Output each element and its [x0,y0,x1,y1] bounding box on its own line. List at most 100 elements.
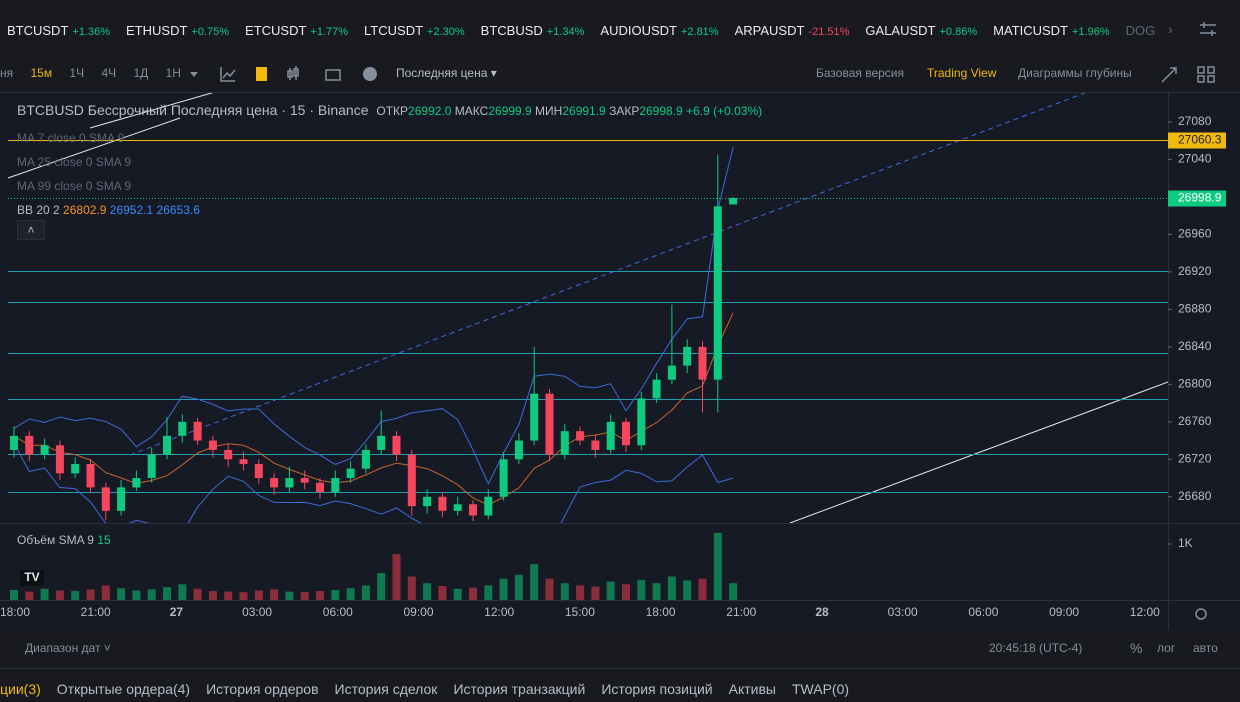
legend-label: ОТКР [376,104,409,118]
tab[interactable]: ции(3) [0,681,41,697]
candle-body [346,468,355,479]
ma-label[interactable]: MA 7 close 0 SMA 9 [17,131,125,145]
volume-bar [683,580,692,600]
volume-bar [132,590,141,600]
ticker-symbol: DOG [1125,23,1156,38]
ticker-item[interactable]: BTCUSDT +1.36% [7,23,110,38]
tab[interactable]: История ордеров [206,681,319,697]
ticker-symbol: AUDIOUSDT [600,23,677,38]
ticker-item[interactable]: MATICUSDT +1.96% [993,23,1110,38]
candle-body [423,496,432,507]
candle-body [178,421,187,436]
ticker-item[interactable]: ETHUSDT +0.75% [126,23,229,38]
tab[interactable]: TWAP(0) [791,681,850,697]
interval[interactable]: 4Ч [101,66,117,80]
ticker-item[interactable]: AUDIOUSDT +2.81% [600,23,718,38]
auto-toggle[interactable]: авто [1193,641,1218,655]
view-option[interactable]: Базовая версия [816,66,904,80]
screenshot-icon[interactable] [325,69,341,81]
price-type-label: Последняя цена [396,66,488,80]
volume-bar [484,585,493,600]
interval[interactable]: 1Ч [69,66,85,80]
log-toggle[interactable]: лог [1157,641,1176,655]
ticker-item[interactable]: GALAUSDT +0.86% [865,23,977,38]
candle-body [316,482,324,493]
volume-bar [208,591,217,600]
ticker-settings[interactable] [1198,20,1218,38]
date-range-label: Диапазон дат [25,641,101,655]
add-icon[interactable] [363,67,377,81]
view-option[interactable]: Диаграммы глубины [1018,66,1132,80]
candle-body [331,478,340,493]
grid-icon[interactable] [1197,66,1215,83]
x-tick-label: 15:00 [565,605,595,619]
candle-body [713,206,722,380]
ma-label[interactable]: MA 25 close 0 SMA 9 [17,155,132,169]
bb-legend: BB 20 2 26802.9 26952.1 26653.6 [17,198,200,222]
ma-label[interactable]: MA 99 close 0 SMA 9 [17,179,132,193]
tab[interactable]: История позиций [601,681,713,697]
date-range[interactable]: Диапазон дат ˅ [25,641,111,655]
ticker-change: -21.51% [808,26,850,38]
tab[interactable]: Активы [728,681,776,697]
ticker-symbol: GALAUSDT [865,23,936,38]
tab[interactable]: Открытые ордера(4) [56,681,191,697]
volume-bar [346,588,355,600]
candle-body [591,440,600,450]
ticker-item[interactable]: ETCUSDT +1.77% [245,23,348,38]
volume-bar [193,588,202,600]
collapse-button[interactable]: ˄ [17,220,45,240]
candle-body [377,435,386,450]
x-tick-label: 21:00 [81,605,111,619]
fullscreen-icon[interactable] [1161,67,1177,83]
candle-body [667,365,676,380]
template-icon[interactable] [256,67,267,81]
legend-label: МИН [535,104,563,118]
ticker-item[interactable]: DOG [1126,23,1156,38]
candle-body [86,463,95,488]
ticker-item[interactable]: ARPAUSDT -21.51% [735,23,850,38]
ticker-symbol: MATICUSDT [993,23,1068,38]
price-badge-label: 27060.3 [1178,133,1222,147]
ma-legend: MA 7 close 0 SMA 9 MA 25 close 0 SMA 9 M… [17,126,200,222]
chart-type-icon[interactable] [287,66,299,80]
bb-value: 26653.6 [156,203,200,217]
ticker-item[interactable]: BTCBUSD +1.34% [481,23,585,38]
candle-body [392,435,401,455]
volume-bar [453,588,462,600]
x-tick-label: 09:00 [1049,605,1079,619]
candle-body [117,487,126,511]
volume-bar [101,585,110,600]
legend-value: 26991.9 [562,104,606,118]
candle-body [652,379,661,399]
interval[interactable]: ня [0,66,14,80]
x-tick-label: 03:00 [242,605,272,619]
dropdown-icon[interactable] [190,72,198,77]
ticker-item[interactable]: LTCUSDT +2.30% [364,23,465,38]
ticker-change: +0.75% [191,26,230,38]
ticker-symbol: LTCUSDT [364,23,424,38]
candle-body [484,496,493,516]
legend-label: ЗАКР [609,104,640,118]
settings-icon[interactable] [1195,608,1207,620]
price-type[interactable]: Последняя цена ▾ [396,66,497,80]
tab[interactable]: История сделок [334,681,438,697]
tab[interactable]: История транзакций [453,681,586,697]
ticker-change: +2.81% [680,26,719,38]
candle-body [530,393,539,441]
interval[interactable]: 15м [30,66,53,80]
candle-body [25,435,34,455]
volume-bar [163,587,171,600]
interval[interactable]: 1Н [165,66,181,80]
indicator-icon[interactable] [220,67,236,82]
view-option[interactable]: Trading View [927,66,997,80]
ticker-arrow[interactable]: › [1168,21,1173,37]
percent-toggle[interactable]: % [1130,640,1143,656]
candle-body [163,435,171,455]
bb-label[interactable]: BB 20 2 [17,203,60,217]
y-tick-label: 1K [1178,536,1193,550]
y-tick-label: 26960 [1178,227,1212,241]
interval[interactable]: 1Д [133,66,149,80]
volume-bar [514,574,523,600]
